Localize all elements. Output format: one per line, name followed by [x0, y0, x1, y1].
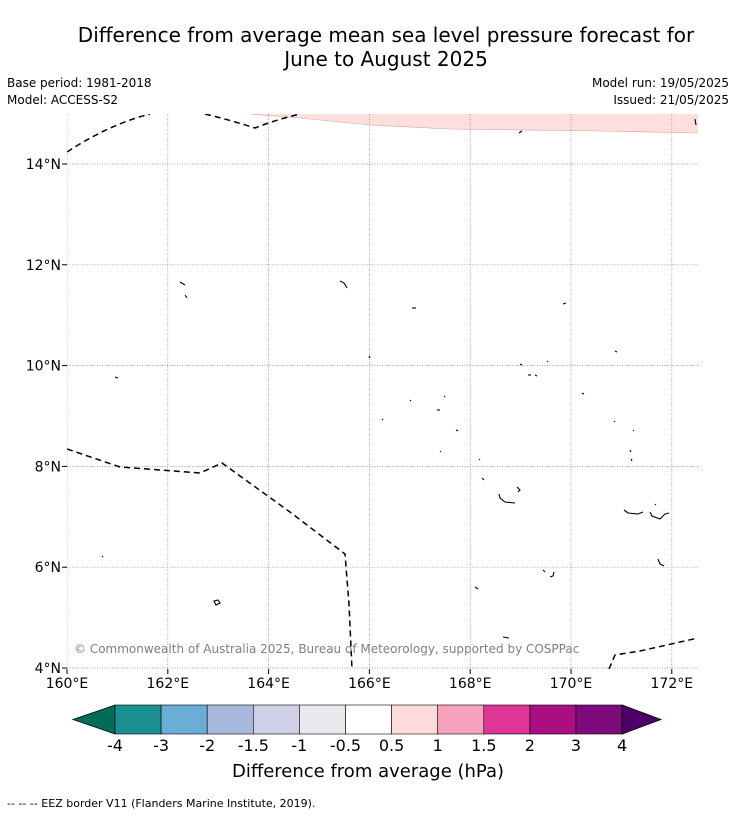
- colorbar-segment: [114, 704, 162, 735]
- colorbar-segment: [253, 704, 300, 735]
- map-svg: © Commonwealth of Australia 2025, Bureau…: [26, 114, 698, 735]
- colorbar-segment: [391, 704, 439, 735]
- lat-tick-label: 6°N: [35, 560, 61, 576]
- pressure-anomaly-shaded-region: [250, 114, 698, 133]
- lat-tick-label: 4°N: [35, 661, 61, 677]
- lat-tick-label: 14°N: [26, 157, 61, 173]
- colorbar-segment: [345, 704, 392, 735]
- colorbar-segment: [437, 704, 485, 735]
- lon-tick-label: 166°E: [348, 676, 391, 692]
- colorbar-tick-label: 0.5: [378, 736, 405, 755]
- lon-tick-label: 162°E: [147, 676, 190, 692]
- colorbar-tick-label: 4: [617, 736, 628, 755]
- colorbar-under-arrow: [71, 704, 116, 735]
- eez-source-note: -- -- -- EEZ border V11 (Flanders Marine…: [7, 797, 316, 810]
- lon-tick-label: 160°E: [46, 676, 89, 692]
- colorbar-segment: [529, 704, 577, 735]
- model-run: Model run: 19/05/2025: [591, 76, 729, 90]
- colorbar-segment: [160, 704, 208, 735]
- lat-tick-label: 12°N: [26, 258, 61, 274]
- colorbar-tick-label: 1.5: [471, 736, 497, 755]
- colorbar-tick-label: 2: [524, 736, 535, 755]
- colorbar-tick-label: -3: [153, 736, 170, 755]
- colorbar-tick-label: 3: [570, 736, 582, 755]
- lon-tick-label: 170°E: [550, 676, 593, 692]
- colorbar: [71, 704, 663, 735]
- colorbar-tick-label: -2: [199, 736, 216, 755]
- colorbar-over-arrow: [621, 704, 663, 735]
- eez-border-lines: [67, 114, 698, 669]
- colorbar-tick-label: -1: [291, 736, 308, 755]
- map-axes: 4°N 6°N 8°N 10°N 12°N 14°N 160°E 162°E 164°E 166°…: [26, 157, 693, 692]
- map-gridlines: [67, 114, 698, 669]
- base-period: Base period: 1981-2018: [7, 76, 152, 90]
- islands: [101, 118, 697, 639]
- colorbar-tick-label: -4: [107, 736, 123, 755]
- lon-tick-label: 168°E: [449, 676, 492, 692]
- lon-tick-label: 164°E: [247, 676, 290, 692]
- colorbar-segment: [299, 704, 346, 735]
- lat-tick-label: 8°N: [35, 459, 61, 475]
- colorbar-segment: [483, 704, 531, 735]
- colorbar-segment: [575, 704, 623, 735]
- colorbar-tick-label: -1.5: [237, 736, 269, 755]
- colorbar-title: Difference from average (hPa): [231, 761, 505, 782]
- issued-date: Issued: 21/05/2025: [613, 93, 729, 107]
- colorbar-tick-label: -0.5: [329, 736, 362, 755]
- copyright-notice: © Commonwealth of Australia 2025, Bureau…: [74, 642, 579, 656]
- colorbar-tick-label: 1: [432, 736, 443, 755]
- lon-tick-label: 172°E: [651, 676, 694, 692]
- model-name: Model: ACCESS-S2: [7, 93, 119, 107]
- title-line-2: June to August 2025: [284, 47, 488, 71]
- title-line-1: Difference from average mean sea level p…: [77, 23, 695, 47]
- colorbar-segment: [206, 704, 254, 735]
- lat-tick-label: 10°N: [26, 359, 61, 375]
